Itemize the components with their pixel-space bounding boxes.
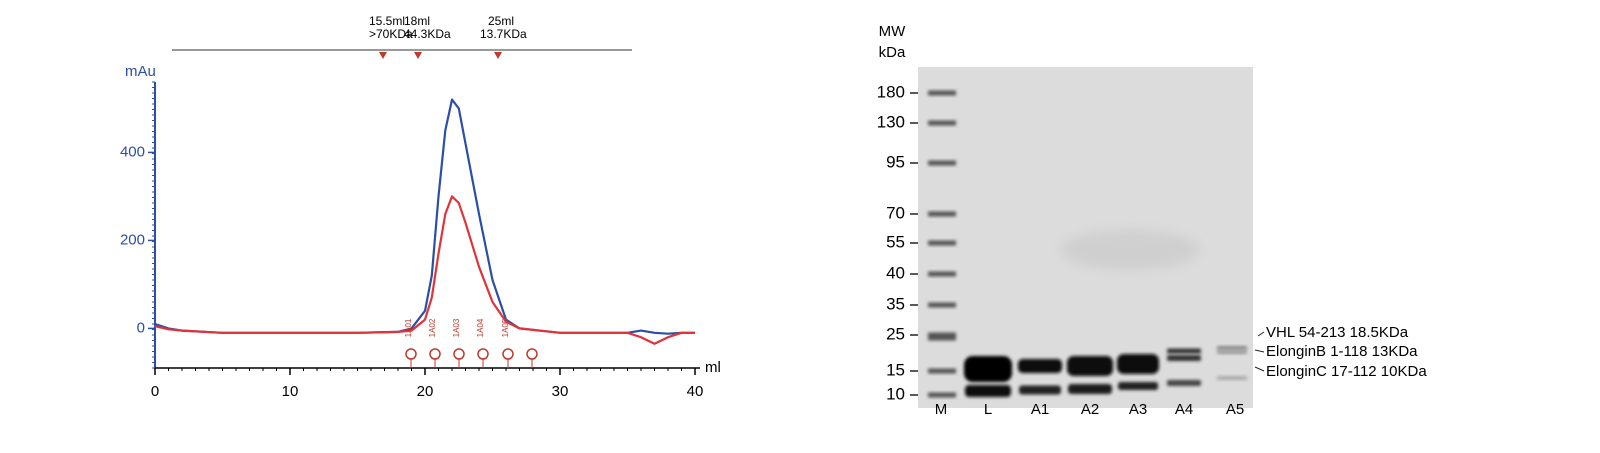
sample-band [964, 356, 1012, 382]
series-line [154, 195, 695, 345]
marker-triangle [379, 52, 387, 59]
mw-label: 40 [886, 263, 905, 282]
x-tick-label: 10 [282, 383, 299, 400]
fraction-circle [453, 348, 465, 360]
marker-mw: 44.3KDa [404, 27, 451, 41]
x-tick-label: 20 [417, 383, 434, 400]
sample-band [1018, 359, 1062, 373]
pointer [1257, 331, 1265, 337]
lane-label: A2 [1081, 401, 1099, 418]
marker-volume: 25ml [488, 14, 514, 28]
ladder-band [928, 271, 956, 277]
header: kDa [879, 44, 906, 61]
sample-band [1217, 350, 1247, 354]
y-tick-label: 0 [137, 319, 145, 336]
ladder-band [928, 392, 956, 398]
y-tick-label: 400 [120, 143, 145, 160]
mw-label: 70 [886, 203, 905, 222]
fraction-circle [526, 348, 538, 360]
marker-mw: >70KDa [369, 27, 413, 41]
sample-band [1217, 376, 1247, 380]
band-annotation: ElonginB 1-118 13KDa [1266, 343, 1418, 360]
ladder-band [928, 332, 956, 341]
sample-band [1167, 355, 1201, 361]
mw-label: 15 [886, 360, 905, 379]
fraction-label: 1A01 [404, 318, 413, 337]
smear [1060, 230, 1200, 270]
x-tick-label: 30 [552, 383, 569, 400]
lane-label: A4 [1175, 401, 1193, 418]
ladder-band [928, 240, 956, 246]
gel: MW kDa 180 130 95 70 55 40 35 25 15 10 M L A1 A2 A3 A4 A5 V… [877, 23, 1428, 418]
pointer [1254, 366, 1265, 372]
fraction-label: 1A03 [452, 318, 461, 337]
lane-label: L [984, 401, 992, 418]
band-annotation: ElonginC 17-112 10KDa [1266, 363, 1427, 380]
fraction-circle [429, 348, 441, 360]
ladder-band [928, 368, 956, 374]
marker-volume: 18ml [404, 14, 430, 28]
series-line [154, 98, 695, 335]
fraction-label: 1A05 [501, 318, 510, 337]
header: MW [879, 23, 906, 40]
ladder-band [928, 160, 956, 166]
ladder-band [928, 90, 956, 96]
sample-band [1118, 382, 1158, 390]
ladder-band [928, 302, 956, 308]
x-tick-label: 0 [151, 383, 159, 400]
lane-label: A3 [1129, 401, 1147, 418]
band-annotation: VHL 54-213 18.5KDa [1266, 324, 1409, 341]
lane-label: A1 [1031, 401, 1049, 418]
y-tick-label: 200 [120, 231, 145, 248]
sample-band [1117, 354, 1159, 374]
fraction-label: 1A04 [476, 318, 485, 337]
mw-label: 10 [886, 384, 905, 403]
fraction-circle [502, 348, 514, 360]
mw-label: 35 [886, 294, 905, 313]
ladder-band [928, 211, 956, 217]
sample-band [965, 385, 1011, 397]
sample-band [1217, 346, 1247, 350]
marker-mw: 13.7KDa [480, 27, 527, 41]
fraction-circle [477, 348, 489, 360]
sample-band [1068, 384, 1112, 394]
sample-band [1167, 380, 1201, 386]
x-tick-label: 40 [687, 383, 704, 400]
lane-label: M [935, 401, 948, 418]
marker-triangle [494, 52, 502, 59]
pointer [1254, 349, 1265, 353]
y-axis-label: mAu [125, 63, 156, 80]
x-axis-label: ml [705, 359, 721, 376]
mw-label: 130 [877, 112, 905, 131]
lane-label: A5 [1226, 401, 1244, 418]
mw-label: 180 [877, 82, 905, 101]
mw-label: 25 [886, 324, 905, 343]
marker-volume: 15.5ml [369, 14, 405, 28]
sample-band [1019, 385, 1061, 395]
sample-band [1067, 356, 1113, 376]
sample-band [1167, 348, 1201, 354]
mw-label: 55 [886, 232, 905, 251]
marker-triangle [414, 52, 422, 59]
mw-label: 95 [886, 152, 905, 171]
fraction-circle [405, 348, 417, 360]
fraction-label: 1A02 [428, 318, 437, 337]
ladder-band [928, 120, 956, 126]
